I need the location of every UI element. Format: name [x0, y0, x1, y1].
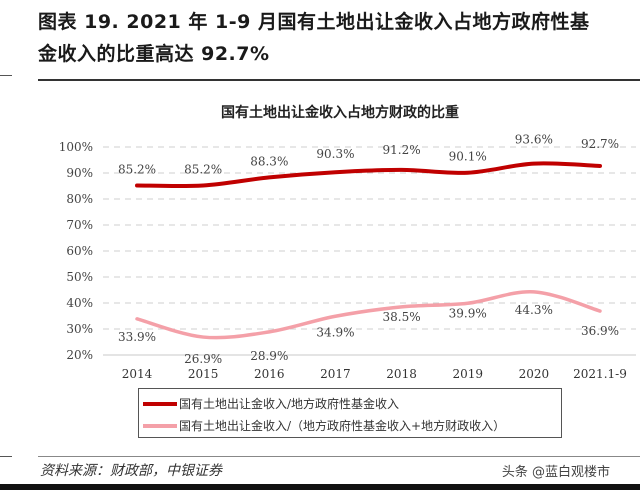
y-tick-label: 20%: [66, 348, 93, 362]
legend-item-land-total-ratio: 国有土地出让金收入/（地方政府性基金收入+地方财政收入）: [143, 417, 505, 434]
data-label: 91.2%: [383, 143, 421, 157]
y-tick-label: 40%: [66, 296, 93, 310]
source-note: 资料来源：财政部，中银证券: [40, 463, 222, 479]
x-tick-label: 2016: [254, 367, 285, 381]
x-tick-label: 2018: [386, 367, 417, 381]
data-label: 26.9%: [184, 352, 222, 366]
watermark: 头条 @蓝白观楼市: [501, 465, 610, 480]
y-tick-label: 70%: [66, 218, 93, 232]
data-label: 90.1%: [449, 150, 487, 164]
legend-item-land-fund-ratio: 国有土地出让金收入/地方政府性基金收入: [143, 395, 399, 412]
data-label: 36.9%: [581, 324, 619, 338]
left-margin-tick: [0, 75, 12, 76]
data-label: 85.2%: [184, 162, 222, 176]
y-tick-label: 90%: [66, 166, 93, 180]
data-label: 33.9%: [118, 330, 156, 344]
bottom-bar: [0, 484, 640, 490]
y-tick-label: 60%: [66, 244, 93, 258]
series-line-land-total-ratio: [135, 290, 602, 340]
y-axis-ticks: 20% 30% 40% 50% 60% 70% 80% 90% 100%: [59, 140, 93, 362]
data-label: 93.6%: [515, 133, 553, 147]
left-margin-tick: [0, 456, 12, 457]
y-tick-label: 50%: [66, 270, 93, 284]
y-tick-label: 80%: [66, 192, 93, 206]
data-label: 90.3%: [316, 147, 354, 161]
data-label: 28.9%: [250, 349, 288, 363]
legend-swatch-pink: [143, 423, 177, 428]
y-tick-label: 30%: [66, 322, 93, 336]
figure-title: 图表 19. 2021 年 1-9 月国有土地出让金收入占地方政府性基 金收入的…: [38, 6, 640, 70]
data-label: 39.9%: [449, 306, 487, 320]
chart-title: 国有土地出让金收入占地方财政的比重: [221, 105, 459, 121]
x-tick-label: 2017: [320, 367, 351, 381]
legend-swatch-dark-red: [143, 401, 177, 406]
gridlines: [103, 146, 636, 356]
series-line-land-fund-ratio: [135, 161, 602, 189]
x-tick-label: 2015: [188, 367, 219, 381]
series-lines: [135, 161, 602, 340]
legend-label: 国有土地出让金收入/地方政府性基金收入: [179, 397, 400, 411]
x-tick-label: 2019: [452, 367, 483, 381]
footer-divider: [38, 456, 640, 457]
chart-legend: 国有土地出让金收入/地方政府性基金收入 国有土地出让金收入/（地方政府性基金收入…: [138, 388, 562, 438]
y-tick-label: 100%: [59, 140, 93, 154]
data-labels: 85.2% 85.2% 88.3% 90.3% 91.2% 90.1% 93.6% 92.7%…: [118, 133, 619, 366]
x-tick-label: 2020: [519, 367, 550, 381]
data-label: 85.2%: [118, 162, 156, 176]
x-tick-label: 2021.1-9: [573, 367, 627, 381]
title-divider: [38, 79, 640, 81]
x-axis-ticks: 2014 2015 2016 2017 2018 2019 2020 2021.1-9: [122, 367, 627, 381]
data-label: 44.3%: [515, 303, 553, 317]
figure-title-line-1: 图表 19. 2021 年 1-9 月国有土地出让金收入占地方政府性基: [38, 11, 590, 33]
x-tick-label: 2014: [122, 367, 153, 381]
data-label: 92.7%: [581, 137, 619, 151]
data-label: 38.5%: [383, 310, 421, 324]
data-label: 88.3%: [250, 154, 288, 168]
data-label: 34.9%: [316, 325, 354, 339]
figure-title-line-2: 金收入的比重高达 92.7%: [38, 43, 270, 65]
legend-label: 国有土地出让金收入/（地方政府性基金收入+地方财政收入）: [179, 419, 506, 433]
